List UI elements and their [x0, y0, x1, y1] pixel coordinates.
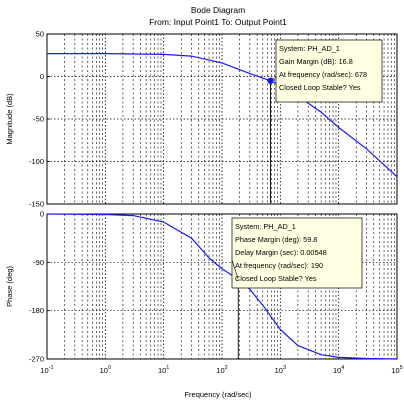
tick-label-y: -270 [29, 355, 44, 364]
tick-label-x: 10-1 [40, 365, 53, 375]
tick-label-x: 103 [275, 365, 286, 375]
datatip-pointer [270, 76, 277, 82]
datatip-line: Closed Loop Stable? Yes [235, 274, 317, 283]
chart-title: Bode Diagram [191, 5, 245, 15]
datatip-line: Closed Loop Stable? Yes [279, 83, 361, 92]
datatip-line: At frequency (rad/sec): 190 [235, 261, 323, 270]
datatip-line: At frequency (rad/sec): 678 [279, 70, 367, 79]
datatip: System: PH_AD_1 Phase Margin (deg): 59.8 D… [231, 217, 363, 289]
tick-label-y: -50 [33, 115, 44, 124]
datatip-box [231, 217, 363, 289]
datatip: System: PH_AD_1 Gain Margin (dB): 16.8 At … [270, 39, 383, 103]
tick-label-y: -100 [29, 157, 44, 166]
tick-label-y: -150 [29, 200, 44, 209]
tick-label-x: 104 [333, 365, 344, 375]
chart-subtitle: From: Input Point1 To: Output Point1 [149, 17, 287, 27]
tick-label-y: 0 [40, 210, 44, 219]
datatip-line: Gain Margin (dB): 16.8 [279, 57, 353, 66]
datatip-line: System: PH_AD_1 [235, 222, 296, 231]
series-line [47, 52, 398, 178]
panel-phase: 0 -90 -180 -270 Phase (deg) System: PH_AD_1 Ph… [5, 210, 403, 376]
tick-label-x: 102 [216, 365, 227, 375]
datatip-box [275, 39, 383, 103]
panel-magnitude: 50 0 -50 -100 -150 Magnitude (dB) System: PH_A… [5, 30, 398, 209]
y-axis-label: Magnitude (dB) [5, 93, 14, 145]
tick-label-x: 101 [158, 365, 169, 375]
datatip-line: System: PH_AD_1 [279, 44, 340, 53]
tick-label-y: 50 [36, 30, 44, 39]
y-axis-label: Phase (deg) [5, 266, 14, 307]
tick-label-y: -90 [33, 258, 44, 267]
datatip-line: Phase Margin (deg): 59.8 [235, 235, 317, 244]
datatip-line: Delay Margin (sec): 0.00548 [235, 248, 327, 257]
tick-label-y: 0 [40, 72, 44, 81]
tick-label-x: 105 [391, 365, 402, 375]
tick-label-y: -180 [29, 306, 44, 315]
x-axis-label: Frequency (rad/sec) [184, 390, 252, 399]
datatip-pointer [231, 259, 239, 280]
tick-label-x: 100 [100, 365, 111, 375]
